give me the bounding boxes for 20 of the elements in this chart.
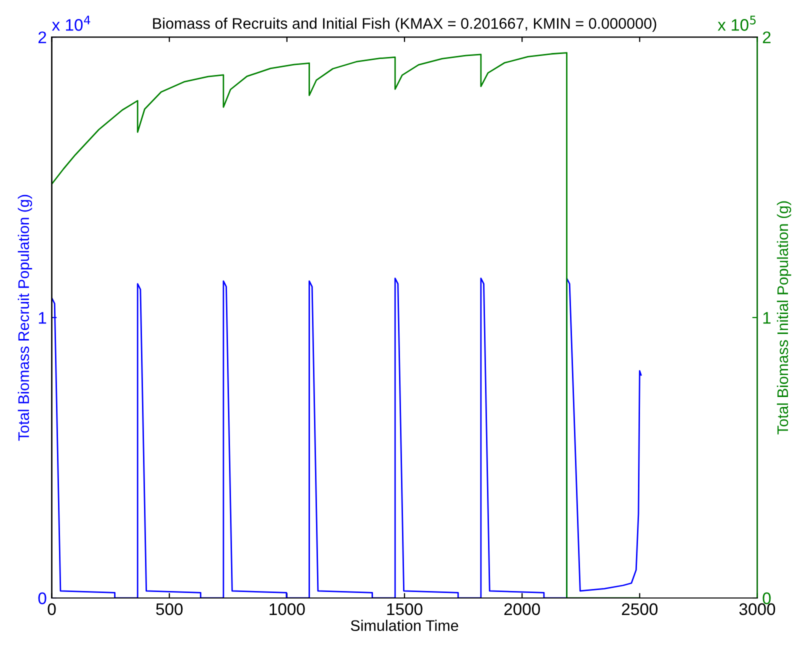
x-axis-title: Simulation Time	[350, 620, 458, 632]
y2-tick-label: 1	[763, 312, 771, 324]
x-tick-label: 1500	[387, 603, 422, 616]
y2-tick-label: 0	[762, 592, 771, 604]
x-tick-label: 2500	[622, 603, 658, 616]
x-tick-label: 0	[48, 603, 56, 616]
x-tick-label: 2000	[504, 603, 540, 616]
y2-tick-label: 2	[762, 31, 771, 44]
chart-title: Biomass of Recruits and Initial Fish (KMAX = 0.201667, KMIN = 0.000000)	[153, 18, 656, 32]
text: x 10$^{4}$	[52, 16, 90, 31]
line-series	[52, 278, 642, 598]
text: x 10$^{5}$	[718, 16, 756, 31]
y-tick-label: 0	[38, 592, 46, 604]
y-axis-title: Total Biomass Recruit Population (g)	[18, 194, 32, 441]
x-tick-label: 3000	[739, 603, 776, 616]
y2-axis-title: Total Biomass Initial Population (g)	[776, 201, 792, 434]
x-tick-label: 1000	[270, 603, 305, 616]
x-tick-label: 500	[156, 603, 183, 616]
y-tick-label: 1	[38, 312, 46, 324]
y-tick-label: 2	[38, 31, 46, 44]
